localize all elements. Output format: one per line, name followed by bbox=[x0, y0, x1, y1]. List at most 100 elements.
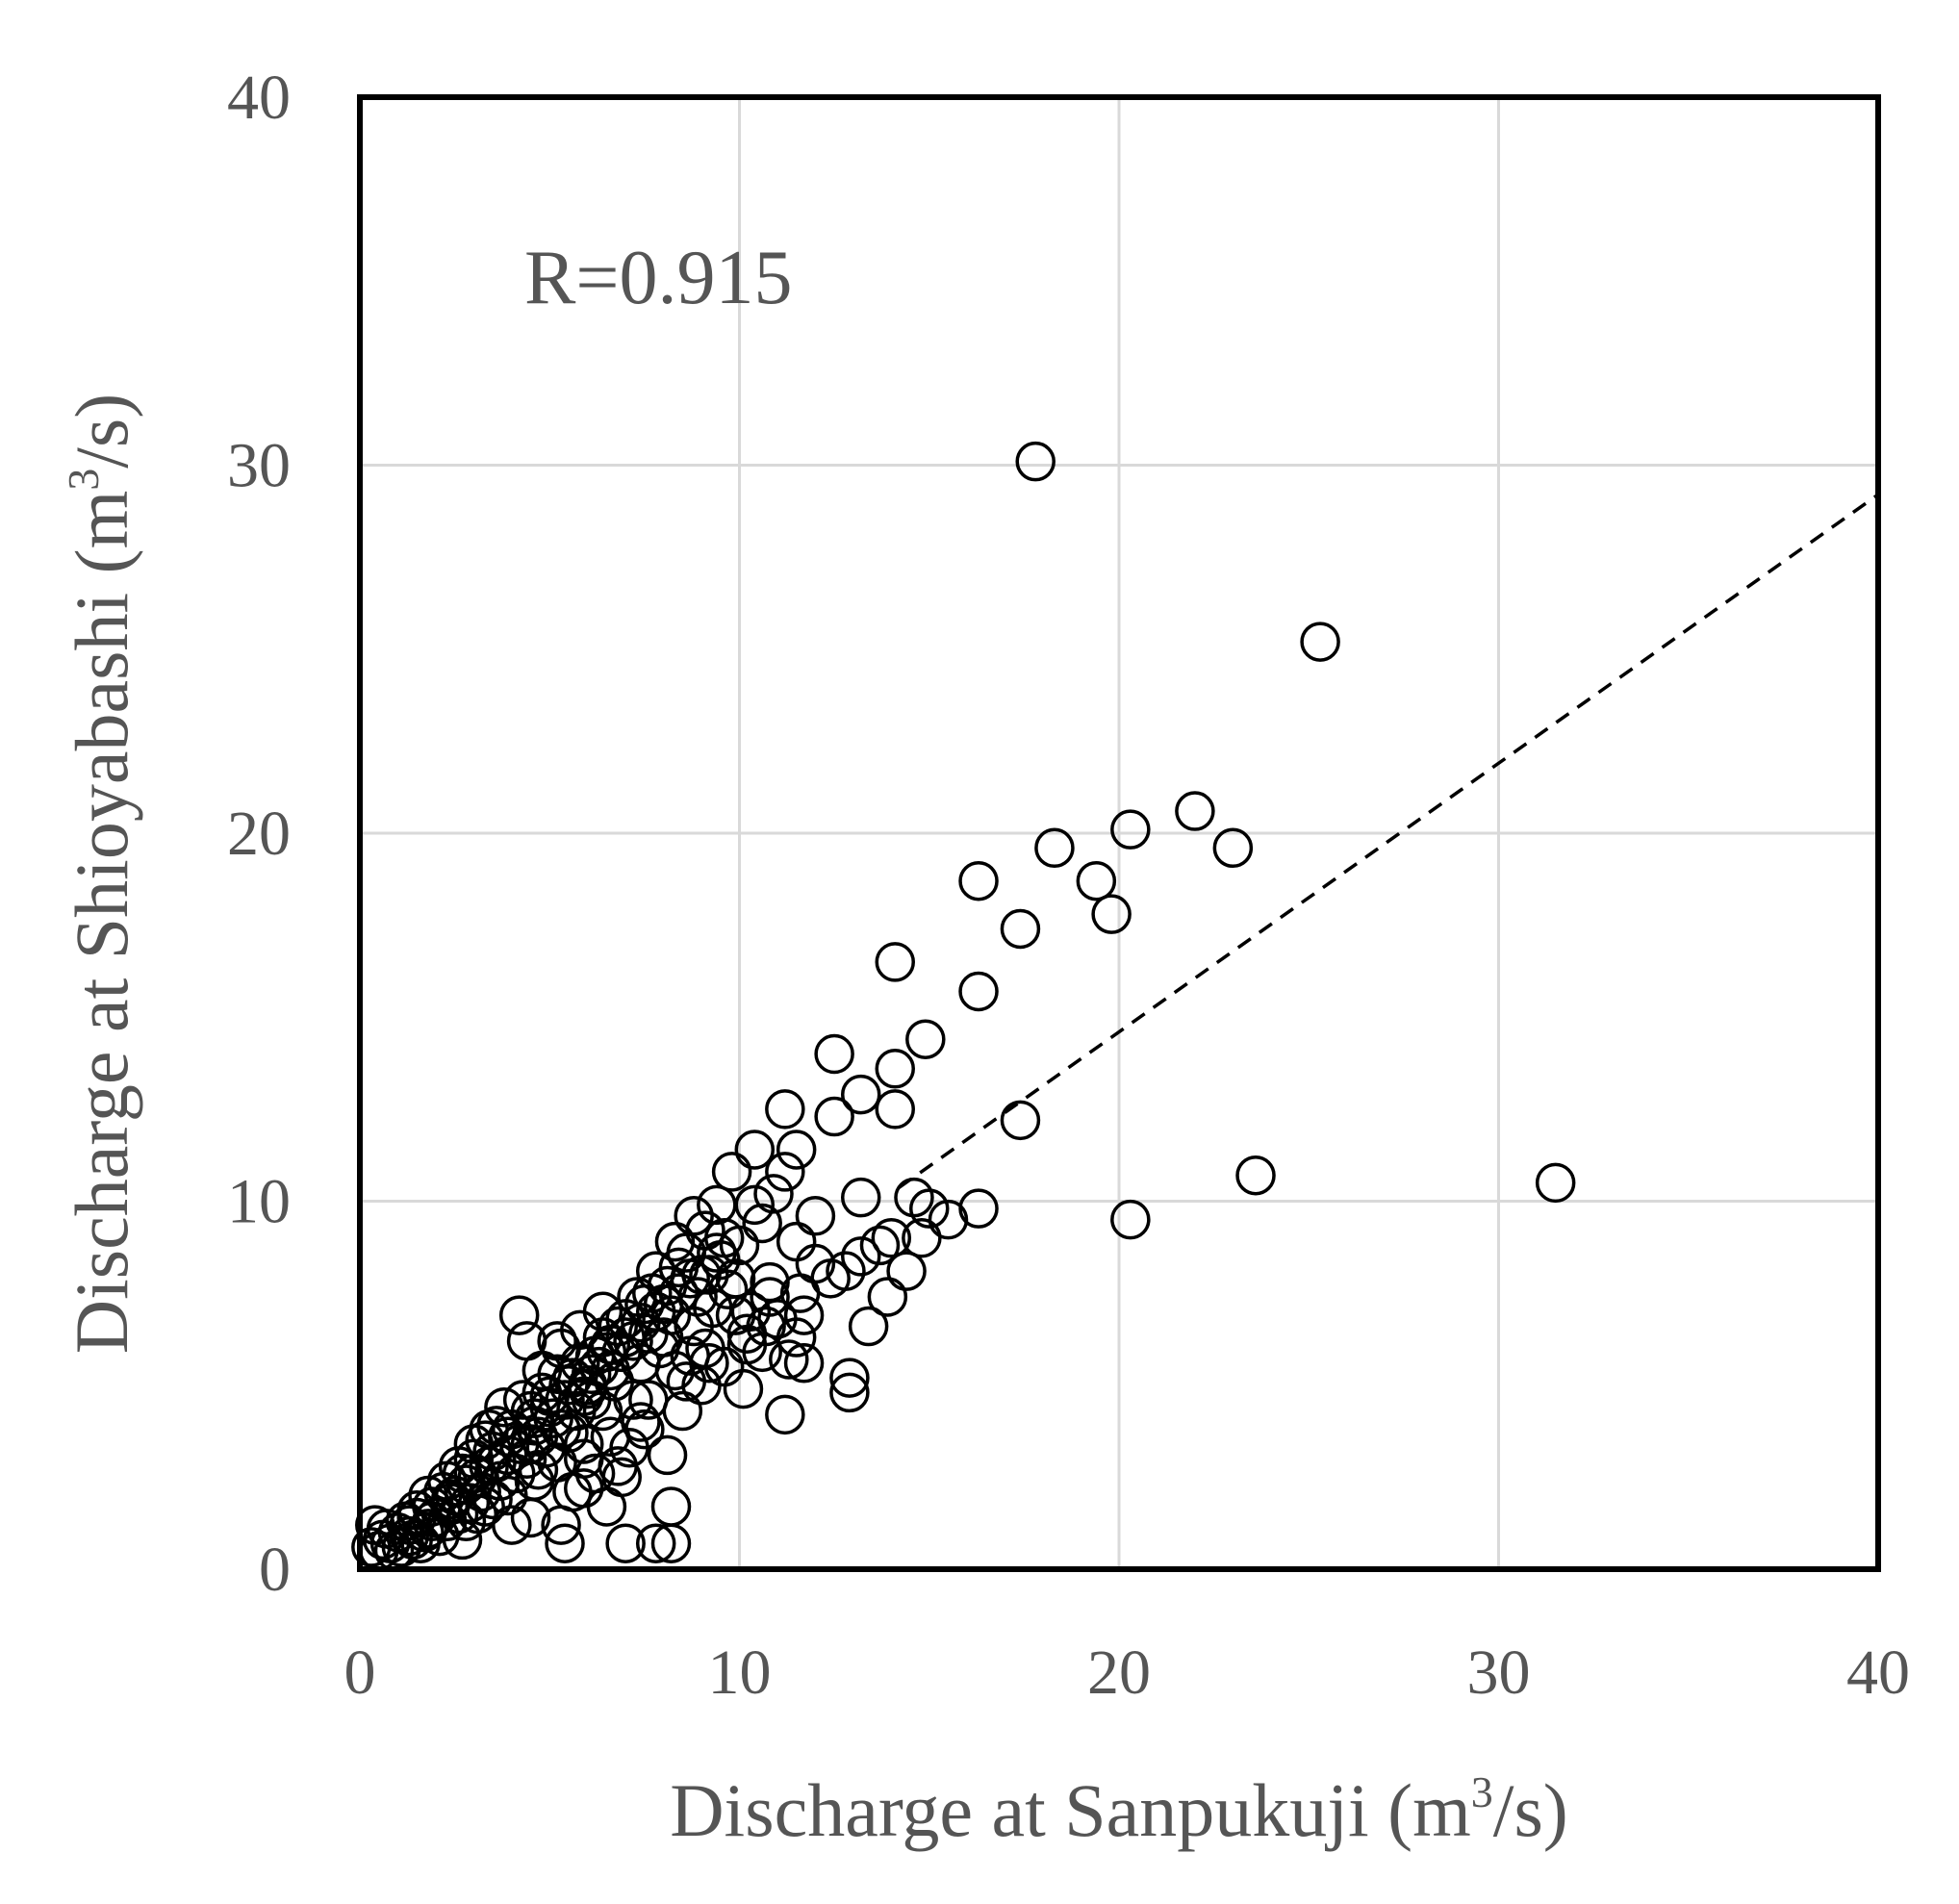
data-point bbox=[875, 1049, 915, 1089]
data-point bbox=[1000, 908, 1041, 950]
y-tick-label: 30 bbox=[227, 431, 291, 501]
data-point bbox=[757, 1299, 798, 1339]
data-point bbox=[1212, 827, 1254, 869]
x-tick-label: 40 bbox=[1846, 1637, 1910, 1708]
data-point bbox=[769, 1339, 809, 1380]
data-point bbox=[605, 1523, 646, 1563]
data-point bbox=[814, 1096, 854, 1137]
x-tick-label: 10 bbox=[708, 1637, 772, 1708]
data-point bbox=[958, 1188, 999, 1229]
data-point bbox=[753, 1174, 794, 1214]
data-point bbox=[590, 1416, 631, 1458]
data-point bbox=[647, 1434, 688, 1476]
data-point bbox=[502, 1380, 544, 1420]
data-point bbox=[674, 1196, 714, 1236]
data-point bbox=[529, 1376, 570, 1416]
data-point bbox=[469, 1409, 509, 1450]
data-point bbox=[666, 1361, 707, 1402]
data-point bbox=[613, 1321, 653, 1361]
data-point bbox=[453, 1424, 495, 1464]
y-axis-title-superscript: 3 bbox=[59, 469, 108, 491]
data-point bbox=[438, 1446, 479, 1486]
data-point bbox=[905, 1019, 946, 1059]
data-point bbox=[840, 1236, 881, 1277]
plot-frame bbox=[357, 94, 1881, 1572]
data-point bbox=[765, 1394, 805, 1435]
data-point bbox=[814, 1033, 854, 1075]
data-point bbox=[742, 1203, 782, 1244]
data-point bbox=[1015, 441, 1056, 482]
data-point bbox=[750, 1277, 790, 1317]
data-point bbox=[859, 1225, 901, 1266]
data-point bbox=[909, 1188, 950, 1229]
data-point bbox=[697, 1232, 737, 1273]
data-point bbox=[840, 1177, 881, 1218]
data-point bbox=[1235, 1155, 1276, 1196]
y-axis-title-tail: /s) bbox=[60, 393, 143, 469]
x-axis-title-main: Discharge at Sanpukuji (m bbox=[670, 1768, 1471, 1852]
data-point bbox=[408, 1475, 448, 1516]
data-point bbox=[1091, 894, 1132, 934]
data-point bbox=[582, 1291, 623, 1332]
data-point bbox=[765, 1152, 805, 1192]
data-points bbox=[351, 441, 1576, 1571]
data-point bbox=[928, 1199, 969, 1240]
data-point bbox=[902, 1218, 942, 1258]
data-point bbox=[776, 1130, 817, 1170]
data-point bbox=[886, 1251, 927, 1291]
data-point bbox=[498, 1295, 540, 1335]
data-point bbox=[711, 1152, 752, 1192]
data-point bbox=[1300, 622, 1340, 662]
data-point bbox=[658, 1273, 700, 1313]
data-point bbox=[650, 1295, 692, 1335]
data-point bbox=[871, 1218, 912, 1258]
y-axis-title: Discharge at Shioyabashi (m3/s) bbox=[59, 393, 143, 1355]
data-point bbox=[654, 1221, 696, 1262]
data-point bbox=[1034, 827, 1075, 869]
data-point bbox=[1000, 1100, 1041, 1141]
data-point bbox=[571, 1354, 612, 1395]
data-point bbox=[779, 1273, 821, 1313]
data-point bbox=[875, 942, 915, 982]
data-point bbox=[689, 1255, 729, 1295]
data-point bbox=[783, 1343, 825, 1384]
data-point bbox=[765, 1089, 805, 1130]
y-tick-label: 40 bbox=[227, 63, 291, 133]
y-tick-label: 20 bbox=[227, 799, 291, 869]
data-point bbox=[734, 1130, 776, 1170]
x-tick-labels: 0 10 20 30 40 bbox=[344, 1637, 1911, 1708]
data-point bbox=[574, 1453, 616, 1494]
data-point bbox=[545, 1523, 585, 1563]
y-axis-title-main: Discharge at Shioyabashi (m bbox=[60, 491, 143, 1355]
data-point bbox=[840, 1074, 881, 1115]
data-point bbox=[685, 1328, 725, 1369]
data-point bbox=[488, 1475, 528, 1516]
data-point bbox=[719, 1225, 760, 1266]
data-point bbox=[598, 1306, 639, 1347]
data-point bbox=[605, 1299, 646, 1339]
correlation-annotation: R=0.915 bbox=[524, 236, 792, 320]
data-point bbox=[795, 1196, 836, 1236]
data-point bbox=[635, 1523, 676, 1563]
data-point bbox=[1110, 1199, 1151, 1240]
trend-line bbox=[898, 493, 1880, 1189]
x-tick-label: 20 bbox=[1087, 1637, 1151, 1708]
x-axis-title: Discharge at Sanpukuji (m3/s) bbox=[670, 1767, 1568, 1852]
data-point bbox=[1110, 809, 1151, 850]
data-point bbox=[829, 1358, 870, 1398]
y-tick-label: 0 bbox=[259, 1535, 291, 1605]
y-tick-labels: 0 10 20 30 40 bbox=[227, 63, 291, 1605]
x-axis-title-superscript: 3 bbox=[1471, 1767, 1493, 1816]
data-point bbox=[742, 1332, 782, 1373]
data-point bbox=[750, 1261, 790, 1303]
data-point bbox=[958, 860, 999, 901]
data-point bbox=[650, 1523, 692, 1563]
data-point bbox=[628, 1380, 669, 1420]
data-point bbox=[518, 1416, 559, 1458]
data-point bbox=[492, 1505, 532, 1545]
data-point bbox=[381, 1527, 422, 1567]
data-point bbox=[484, 1386, 524, 1428]
